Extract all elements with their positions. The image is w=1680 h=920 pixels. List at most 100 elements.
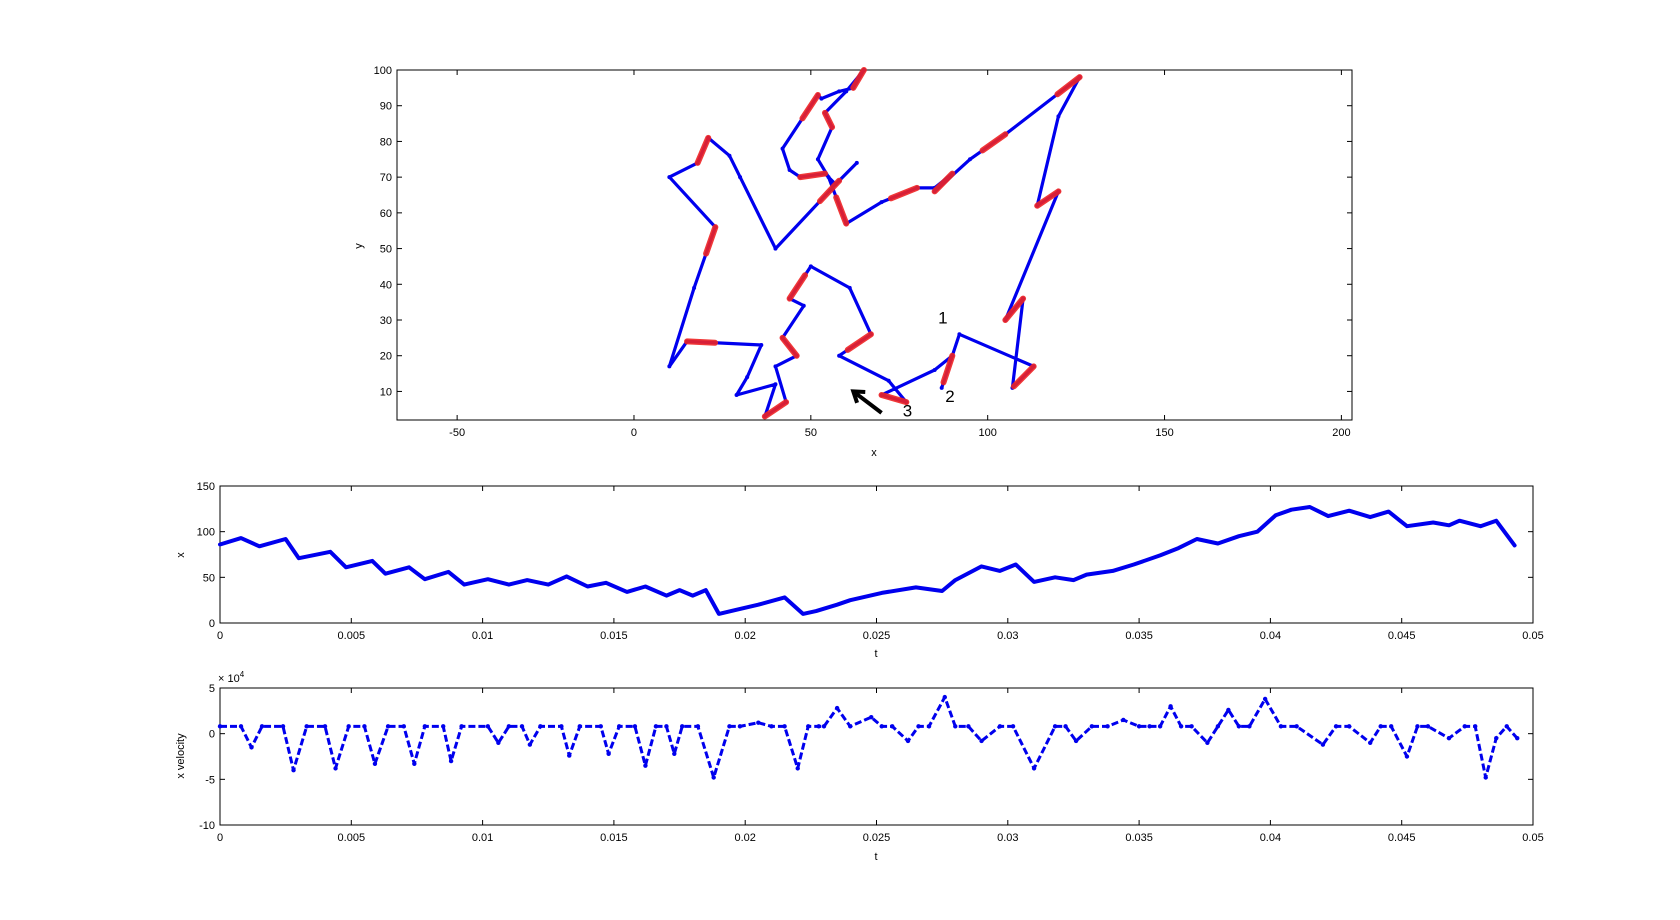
x-velocity-point <box>538 724 543 729</box>
trajectory-point <box>815 157 820 162</box>
x-velocity-point <box>422 724 428 729</box>
trajectory-point <box>847 285 852 290</box>
trajectory-point <box>787 168 792 172</box>
trajectory-point <box>734 393 739 397</box>
x-velocity-point <box>616 724 622 729</box>
x-velocity-point <box>916 724 921 729</box>
xt-x-axis-label: t <box>874 648 877 660</box>
x-velocity-point <box>672 751 677 756</box>
highlight-segment <box>797 170 828 181</box>
xt-x-tick-label: 0.015 <box>600 630 628 642</box>
x-velocity-point <box>1494 736 1499 741</box>
x-velocity-point <box>664 724 669 729</box>
x-velocity-point <box>1333 724 1339 729</box>
highlight-segment <box>684 338 719 346</box>
xy-y-tick-label: 40 <box>380 279 392 291</box>
x-velocity-point <box>259 724 265 729</box>
arrow-head <box>850 389 866 404</box>
vt-x-tick-label: 0.05 <box>1522 832 1543 844</box>
trajectory-point <box>759 343 764 347</box>
xt-x-tick-label: 0.005 <box>338 630 366 642</box>
vt-x-tick-label: 0.01 <box>472 832 493 844</box>
highlight-segment <box>779 334 800 359</box>
x-velocity-point <box>506 724 512 729</box>
x-velocity-point <box>1247 724 1252 729</box>
highlight-segment <box>1034 188 1062 209</box>
x-velocity-point <box>412 761 417 767</box>
x-velocity-point <box>485 724 491 729</box>
x-velocity-point <box>1515 736 1520 741</box>
x-velocity-point <box>559 724 564 729</box>
x-velocity-point <box>816 724 821 729</box>
highlight-segment <box>816 177 843 205</box>
x-velocity-point <box>727 724 732 729</box>
xt-x-tick-label: 0.05 <box>1522 630 1543 642</box>
x-velocity-point <box>905 738 911 744</box>
x-velocity-point <box>769 724 774 729</box>
x-velocity-point <box>1073 738 1079 744</box>
x-velocity-point <box>238 724 244 729</box>
trajectory-point <box>1056 114 1061 119</box>
x-velocity-point <box>280 724 286 729</box>
x-velocity-point <box>1121 717 1126 723</box>
x-velocity-point <box>598 724 603 729</box>
trajectory-point <box>801 303 806 308</box>
x-velocity-point <box>869 715 874 720</box>
x-velocity-point <box>1320 742 1326 747</box>
x-velocity-point <box>1136 724 1142 729</box>
vt-y-tick-label: 5 <box>209 683 215 695</box>
xy-x-tick-label: 0 <box>631 427 637 439</box>
x-velocity-point <box>1178 724 1184 729</box>
xt-x-tick-label: 0.01 <box>472 630 493 642</box>
xt-x-tick-label: 0 <box>217 630 223 642</box>
trajectory-point <box>957 332 962 337</box>
x-velocity-point <box>653 724 659 729</box>
x-velocity-point <box>632 724 638 729</box>
trajectory-point <box>780 146 785 151</box>
x-velocity-point <box>567 753 572 758</box>
trajectory-point <box>939 385 944 390</box>
x-velocity-point <box>695 724 701 729</box>
xy-x-tick-label: 50 <box>805 427 817 439</box>
x-velocity-point <box>1063 724 1068 729</box>
x-velocity-point <box>333 766 338 771</box>
xt-x-tick-label: 0.035 <box>1125 630 1153 642</box>
trajectory-point <box>968 157 972 162</box>
xt-y-tick-label: 100 <box>197 527 215 539</box>
xt-y-axis-label: x <box>175 552 187 558</box>
x-velocity-point <box>942 694 947 700</box>
x-velocity-point <box>1147 724 1152 729</box>
highlight-segment <box>887 184 920 202</box>
x-velocity-point <box>1105 724 1110 729</box>
x-velocity-point <box>346 724 351 729</box>
x-velocity-point <box>1462 724 1467 729</box>
vt-x-tick-label: 0 <box>217 832 223 844</box>
x-velocity-point <box>1168 704 1173 709</box>
x-velocity-point <box>1404 754 1410 759</box>
x-velocity-point <box>643 763 648 768</box>
vt-x-tick-label: 0.025 <box>863 832 891 844</box>
x-velocity-point <box>737 724 743 729</box>
highlight-segment <box>1002 295 1027 323</box>
x-velocity-point <box>217 724 223 729</box>
vt-x-tick-label: 0.03 <box>997 832 1018 844</box>
trajectory-point <box>738 175 743 180</box>
x-velocity-point <box>1089 724 1095 729</box>
trajectory-line <box>667 68 1082 418</box>
highlight-segment <box>786 272 809 302</box>
xy-y-tick-label: 30 <box>380 315 392 327</box>
xt-ticks: 0 0.005 0.01 0.015 0.02 0.025 0.03 0.035 0.04 0.0… <box>197 481 1544 642</box>
trajectory-point <box>745 375 750 380</box>
x-velocity-point <box>322 724 328 729</box>
x-velocity-point <box>806 724 811 729</box>
xy-y-tick-label: 60 <box>380 208 392 220</box>
x-velocity-point <box>1294 724 1299 729</box>
xy-ticks: -50 0 50 100 150 200 10 20 30 40 50 60 70 80 90 100 <box>374 65 1352 439</box>
x-velocity-point <box>926 724 932 729</box>
x-velocity-point <box>711 775 716 780</box>
trajectory-point <box>808 264 813 269</box>
x-velocity-point <box>966 724 971 729</box>
x-velocity-point <box>834 705 840 711</box>
annotation-label-2: 2 <box>945 387 954 406</box>
